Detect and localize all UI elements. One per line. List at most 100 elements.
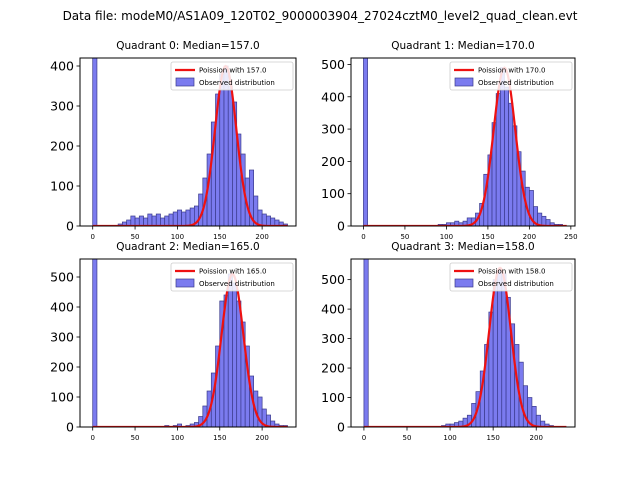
- legend-bars-label: Observed distribution: [478, 79, 554, 87]
- y-tick-label: 200: [50, 139, 74, 154]
- axes-frame: [350, 57, 576, 227]
- poisson-curve: [92, 64, 288, 226]
- x-tick-label: 150: [486, 434, 499, 442]
- histogram-bar: [232, 282, 238, 427]
- histogram-bar: [266, 215, 271, 226]
- y-tick-label: 0: [337, 420, 345, 435]
- histogram-bar: [172, 211, 178, 226]
- legend-bars-label: Observed distribution: [199, 79, 275, 87]
- x-tick-label: 150: [213, 434, 226, 442]
- histogram-bars: [92, 259, 288, 427]
- y-tick-label: 200: [50, 360, 74, 375]
- y-tick-label: 400: [50, 59, 74, 74]
- quadrant-3-panel: Quadrant 3: Median=158.0 0 50 100 150 200 0 100…: [321, 241, 576, 442]
- axes-frame: [79, 258, 297, 428]
- histogram-bar: [181, 211, 187, 226]
- legend-curve-label: Poission with 165.0: [199, 268, 267, 276]
- x-tick-label: 150: [481, 233, 494, 241]
- y-tick-label: 500: [321, 57, 345, 72]
- axes-frame: [79, 57, 297, 227]
- x-tick-label: 250: [564, 233, 577, 241]
- histogram-bars: [92, 58, 288, 226]
- y-tick-label: 100: [50, 179, 74, 194]
- poisson-curve: [363, 266, 567, 427]
- x-tick-label: 0: [361, 233, 365, 241]
- histogram-bar: [227, 273, 233, 427]
- histogram-bar: [164, 215, 170, 226]
- histogram-bar: [160, 217, 166, 226]
- histogram-bar: [177, 423, 182, 427]
- histogram-bar: [501, 273, 507, 427]
- histogram-bar: [177, 209, 182, 226]
- y-tick-label: 300: [321, 122, 345, 137]
- y-tick-label: 0: [66, 420, 74, 435]
- histogram-bar: [363, 259, 369, 427]
- x-tick-label: 0: [90, 233, 94, 241]
- y-tick-label: 500: [321, 272, 345, 287]
- legend: Poission with 170.0 Observed distribution: [449, 61, 573, 91]
- histogram-bar: [508, 102, 514, 226]
- legend: Poission with 165.0 Observed distribution: [170, 262, 294, 292]
- panel-title: Quadrant 1: Median=170.0: [391, 40, 534, 52]
- legend-bars-label: Observed distribution: [478, 280, 554, 288]
- histogram-bar: [261, 213, 267, 226]
- histogram-bar: [541, 215, 547, 226]
- histogram-bars: [363, 58, 563, 226]
- histogram-bar: [147, 213, 153, 226]
- histogram-bar: [143, 217, 149, 226]
- x-tick-label: 200: [523, 233, 536, 241]
- legend-bar-swatch: [454, 77, 474, 87]
- y-tick-label: 100: [321, 390, 345, 405]
- histogram-bar: [270, 217, 276, 226]
- quadrant-2-panel: Quadrant 2: Median=165.0 0 50 100 150 200 0 100…: [50, 241, 297, 442]
- histogram-bar: [92, 58, 98, 226]
- x-tick-label: 200: [255, 434, 268, 442]
- y-tick-label: 400: [321, 89, 345, 104]
- histogram-bar: [492, 279, 498, 427]
- histogram-bar: [531, 406, 537, 427]
- poisson-curve: [363, 66, 567, 226]
- y-tick-label: 0: [66, 219, 74, 234]
- x-tick-label: 50: [131, 434, 140, 442]
- x-tick-label: 50: [131, 233, 140, 241]
- histogram-bar: [151, 215, 157, 226]
- histogram-bar: [134, 217, 140, 226]
- axes-frame: [350, 258, 576, 428]
- quadrant-1-panel: Quadrant 1: Median=170.0 0 50 100 150 200 250 0…: [321, 40, 577, 241]
- x-tick-label: 0: [362, 434, 366, 442]
- histogram-bar: [535, 414, 541, 427]
- y-tick-label: 300: [321, 331, 345, 346]
- histogram-bar: [495, 93, 501, 226]
- x-tick-label: 100: [171, 434, 184, 442]
- histogram-bar: [497, 270, 503, 427]
- legend-bars-label: Observed distribution: [199, 280, 275, 288]
- y-tick-label: 100: [321, 186, 345, 201]
- legend-curve-label: Poission with 158.0: [478, 268, 546, 276]
- histogram-bar: [185, 209, 191, 226]
- x-tick-label: 150: [213, 233, 226, 241]
- x-tick-label: 200: [255, 233, 268, 241]
- histogram-bar: [504, 86, 509, 226]
- y-tick-label: 100: [50, 390, 74, 405]
- subplot-grid: Quadrant 0: Median=157.0 0 50 100 150 200 0 100…: [50, 40, 577, 442]
- legend-bar-swatch: [175, 77, 195, 87]
- legend-bar-swatch: [175, 278, 195, 288]
- histogram-bar: [363, 58, 368, 226]
- histogram-bar: [236, 300, 242, 427]
- x-tick-label: 50: [403, 434, 412, 442]
- y-tick-label: 400: [321, 302, 345, 317]
- histogram-bar: [155, 213, 161, 226]
- y-tick-label: 400: [50, 300, 74, 315]
- y-tick-label: 300: [50, 330, 74, 345]
- panel-title: Quadrant 3: Median=158.0: [391, 241, 534, 253]
- x-tick-label: 200: [530, 434, 543, 442]
- y-tick-label: 0: [337, 219, 345, 234]
- x-tick-label: 100: [440, 233, 453, 241]
- quadrant-0-panel: Quadrant 0: Median=157.0 0 50 100 150 200 0 100…: [50, 40, 297, 241]
- legend: Poission with 157.0 Observed distribution: [170, 61, 294, 91]
- histogram-bar: [168, 213, 174, 226]
- panel-title: Quadrant 0: Median=157.0: [116, 40, 259, 52]
- figure-title: Data file: modeM0/AS1A09_120T02_90000039…: [63, 9, 578, 23]
- x-tick-label: 50: [400, 233, 409, 241]
